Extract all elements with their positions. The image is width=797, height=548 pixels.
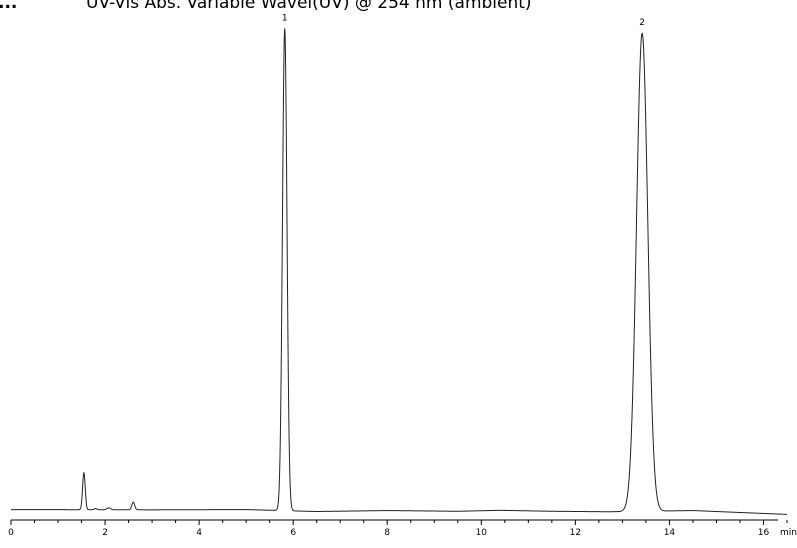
x-tick-label: 6 (290, 528, 296, 538)
x-tick-label: 10 (476, 528, 488, 538)
chart-title: UV-Vis Abs. Variable Wavel(UV) @ 254 nm … (86, 0, 532, 13)
title-marker: ... (0, 0, 18, 13)
x-axis-label: min (780, 528, 797, 538)
x-tick-label: 0 (8, 528, 14, 538)
peak-label: 1 (282, 14, 288, 24)
x-axis: 0 2 4 6 8 10 12 14 16 min (8, 519, 797, 538)
x-tick-label: 2 (102, 528, 108, 538)
x-tick-label: 12 (570, 528, 581, 538)
x-tick-label: 14 (664, 528, 676, 538)
chromatogram-trace (10, 28, 788, 515)
x-tick-label: 4 (196, 528, 202, 538)
trace-layer (10, 28, 788, 515)
x-tick-label: 8 (384, 528, 390, 538)
chart-title-row: ... UV-Vis Abs. Variable Wavel(UV) @ 254… (0, 0, 797, 19)
x-tick-label: 16 (758, 528, 770, 538)
peak-label: 2 (639, 18, 645, 28)
